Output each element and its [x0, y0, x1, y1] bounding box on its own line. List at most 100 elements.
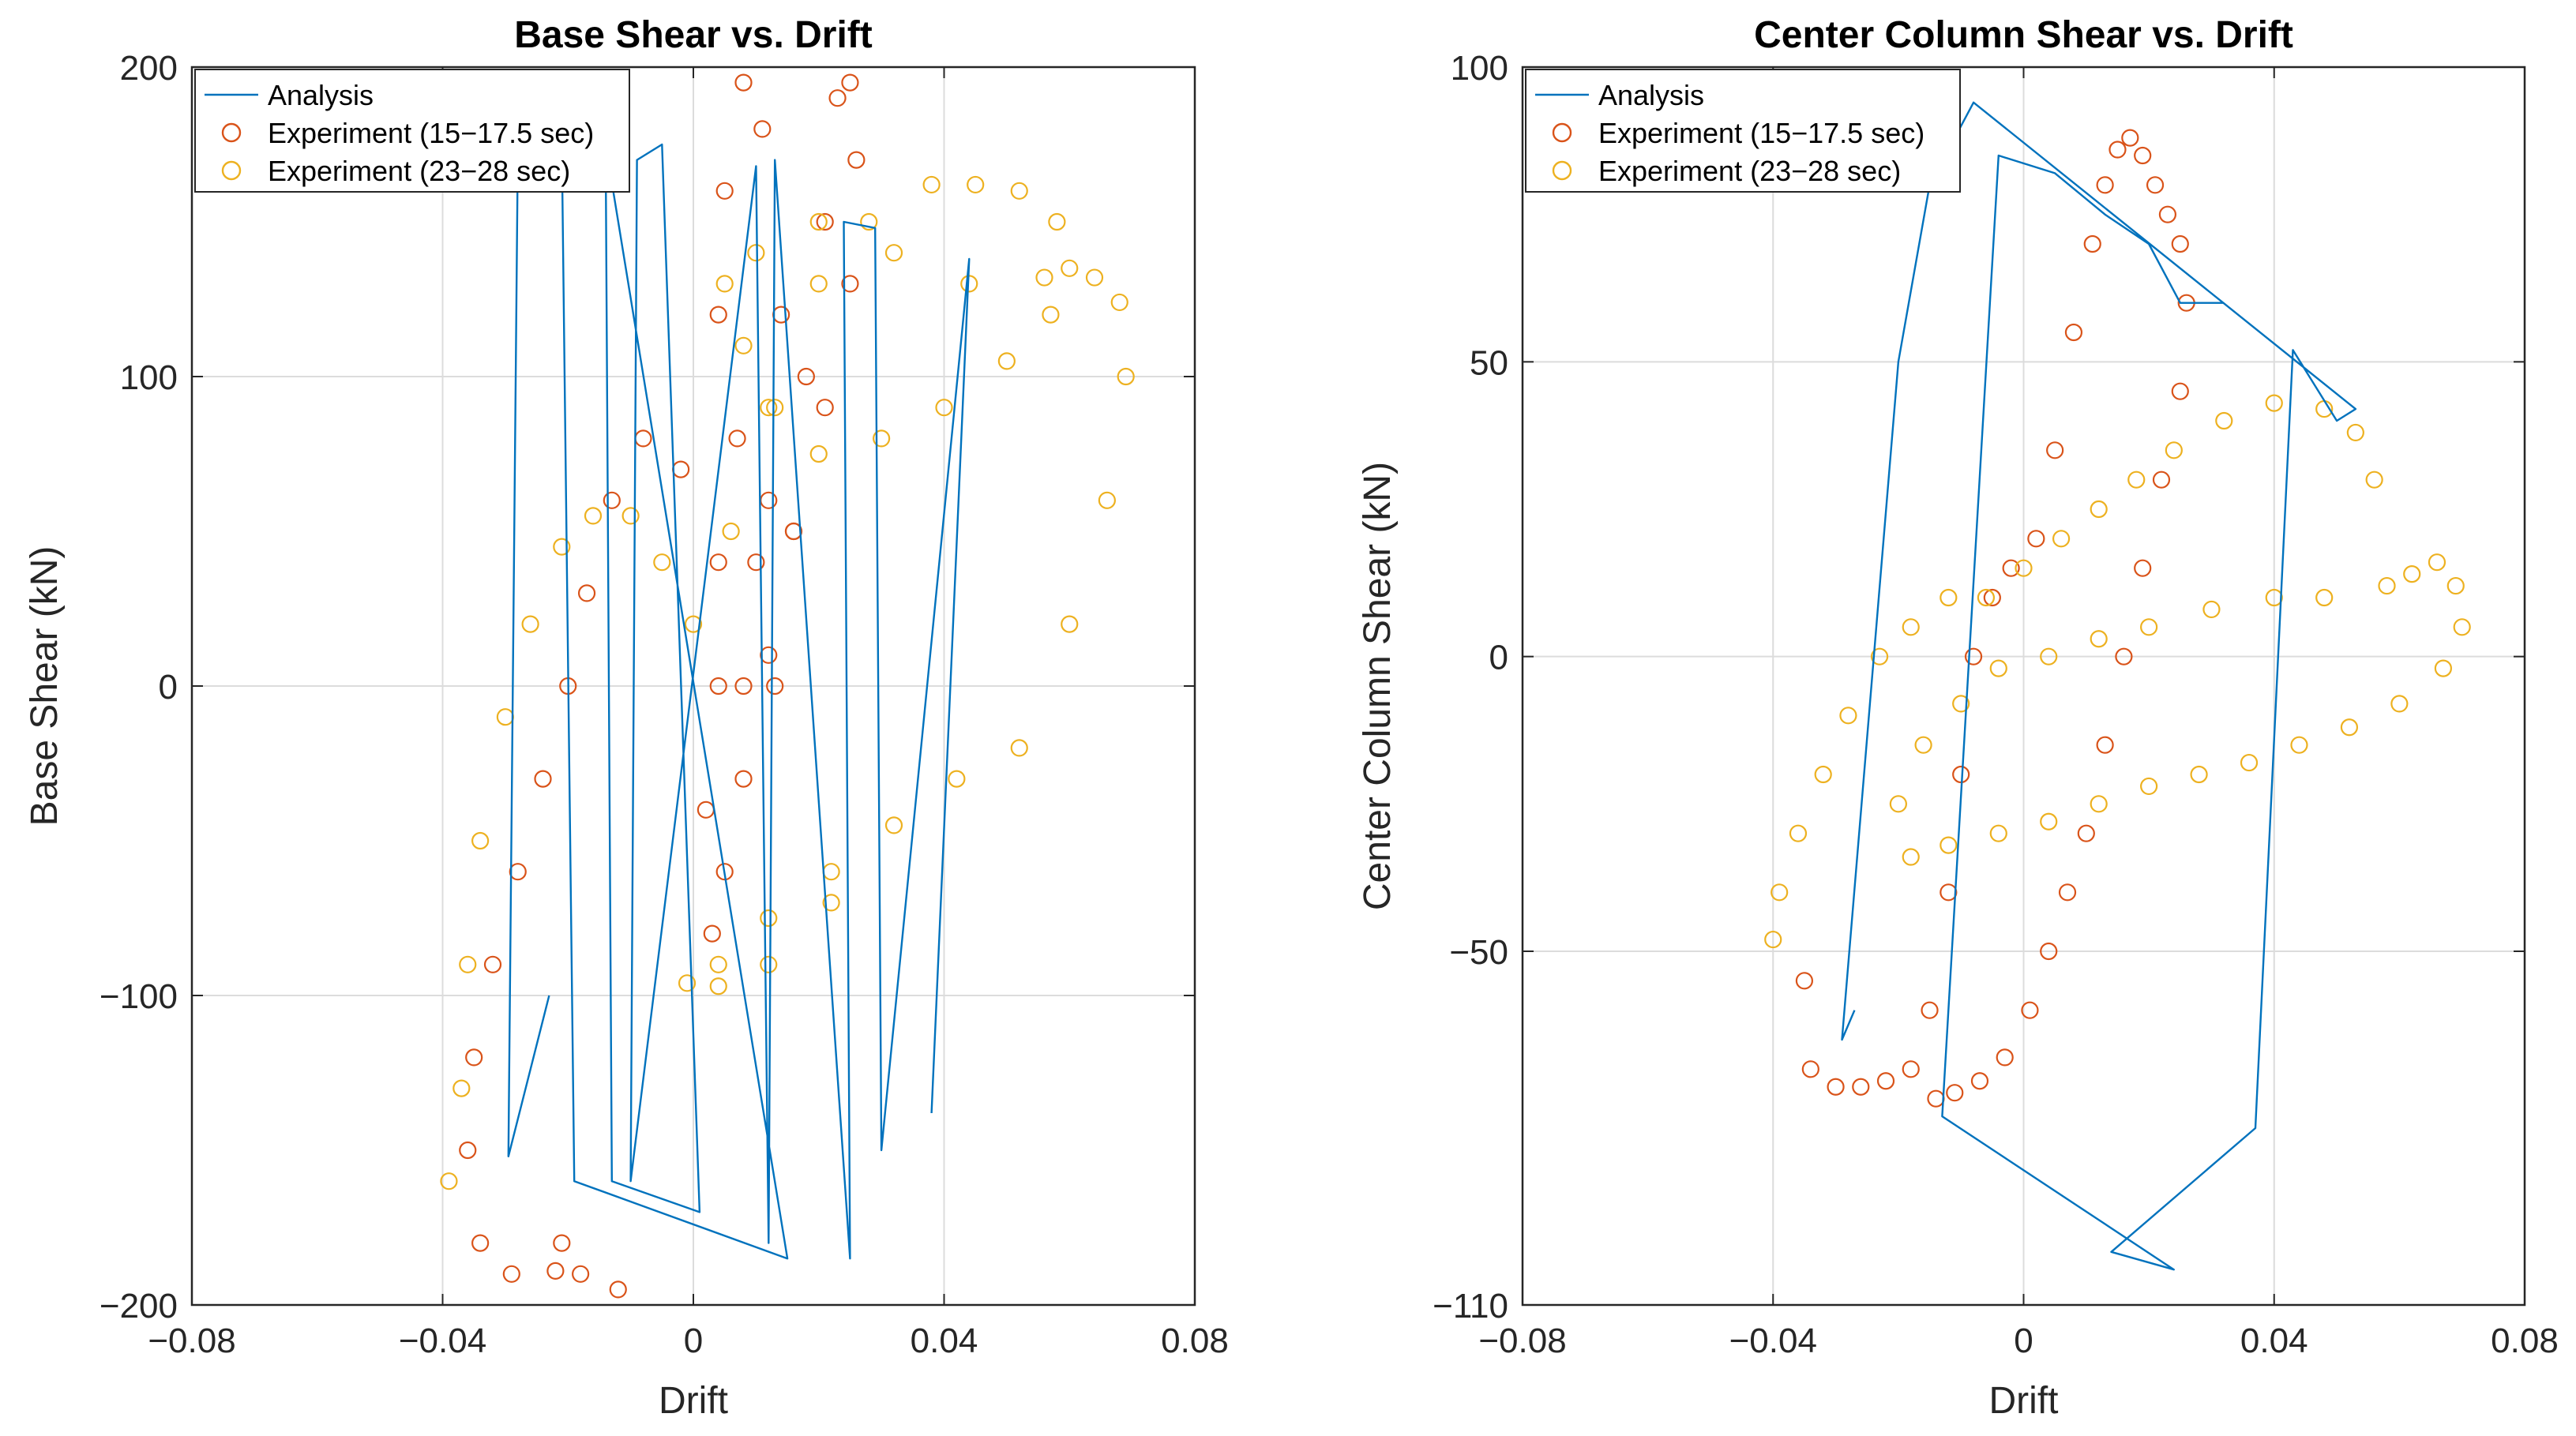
data-point	[1914, 736, 1932, 754]
data-point	[2403, 565, 2421, 583]
data-point	[2108, 141, 2127, 159]
data-point	[1921, 1001, 1939, 1019]
data-point	[2002, 559, 2020, 577]
legend-label: Experiment (15−17.5 sec)	[1598, 117, 1924, 149]
data-point	[2052, 530, 2071, 548]
data-point	[841, 275, 859, 293]
data-point	[709, 553, 727, 572]
data-point	[784, 522, 803, 541]
data-point	[483, 955, 502, 973]
y-tick-label: 100	[1451, 49, 1508, 88]
data-point	[2096, 176, 2114, 194]
data-point	[2090, 795, 2108, 813]
data-point	[1827, 1078, 1845, 1096]
data-point	[1870, 647, 1889, 666]
data-point	[577, 584, 596, 602]
data-point	[1117, 367, 1135, 386]
data-point	[816, 399, 834, 417]
data-point	[715, 182, 734, 200]
y-tick-label: 200	[120, 49, 178, 88]
data-point	[553, 1234, 571, 1252]
data-point	[2265, 394, 2283, 412]
data-point	[1801, 1060, 1819, 1078]
data-point	[1764, 930, 1782, 949]
data-point	[760, 646, 778, 664]
data-point	[2127, 471, 2146, 489]
data-point	[459, 955, 477, 973]
data-point	[1940, 836, 1958, 854]
data-point	[1970, 1072, 1989, 1090]
data-point	[760, 399, 778, 417]
y-tick-label: −100	[100, 977, 178, 1016]
data-point	[1010, 739, 1028, 757]
x-tick-label: 0	[684, 1322, 703, 1360]
data-point	[2140, 618, 2158, 636]
legend-marker-swatch	[221, 122, 242, 143]
data-point	[816, 212, 834, 231]
data-point	[2027, 530, 2045, 548]
data-point	[1061, 615, 1079, 633]
data-point	[809, 275, 828, 293]
legend-label: Experiment (23−28 sec)	[268, 155, 570, 187]
y-tick-label: −110	[1433, 1287, 1508, 1325]
x-axis-label: Drift	[659, 1380, 728, 1422]
data-point	[709, 977, 727, 995]
data-point	[653, 553, 671, 572]
chart-title: Base Shear vs. Drift	[514, 14, 873, 56]
data-point	[2021, 1001, 2039, 1019]
data-point	[967, 175, 985, 194]
data-point	[2365, 471, 2383, 489]
data-point	[2240, 753, 2259, 772]
data-point	[1989, 659, 2007, 677]
data-point	[2446, 576, 2465, 595]
data-point	[847, 151, 866, 169]
legend: Analysis Experiment (15−17.5 sec) Experime…	[194, 69, 630, 193]
data-point	[684, 615, 703, 633]
data-point	[1771, 883, 1789, 902]
data-point	[459, 1141, 477, 1160]
data-point	[1010, 182, 1028, 200]
data-point	[2090, 630, 2108, 648]
data-point	[621, 507, 640, 525]
data-point	[2378, 576, 2396, 595]
data-point	[1964, 647, 1983, 666]
y-tick-label: 100	[120, 358, 178, 397]
data-point	[2134, 559, 2152, 577]
data-point	[452, 1079, 471, 1097]
data-point	[2165, 441, 2183, 459]
legend-label: Analysis	[1598, 79, 1704, 111]
y-tick-label: −200	[100, 1287, 178, 1325]
data-point	[2134, 146, 2152, 165]
data-point	[1814, 765, 1832, 784]
data-point	[553, 538, 571, 556]
data-point	[709, 955, 727, 973]
data-point	[766, 399, 784, 417]
y-tick-label: −50	[1449, 933, 1508, 972]
legend-box	[1525, 69, 1961, 193]
data-point	[1789, 824, 1808, 842]
data-point	[760, 909, 778, 928]
data-point	[502, 1265, 520, 1283]
x-tick-label: −0.08	[148, 1322, 235, 1360]
data-point	[709, 677, 727, 696]
x-tick-label: 0.08	[1161, 1322, 1229, 1360]
data-point	[2077, 824, 2095, 842]
data-point	[2265, 588, 2283, 607]
x-axis-label: Drift	[1989, 1380, 2059, 1422]
x-tick-label: 0.08	[2491, 1322, 2559, 1360]
data-point	[1035, 268, 1053, 287]
data-point	[2202, 600, 2221, 619]
data-point	[1977, 588, 1996, 607]
data-layer	[440, 73, 1135, 1299]
x-tick-label: 0	[2014, 1322, 2033, 1360]
legend: Analysis Experiment (15−17.5 sec) Experime…	[1525, 69, 1961, 193]
data-point	[2158, 205, 2177, 223]
data-point	[1902, 618, 1920, 636]
data-point	[609, 1280, 627, 1299]
data-point	[709, 306, 727, 324]
data-point	[1876, 1072, 1895, 1090]
data-point	[2064, 323, 2083, 342]
data-point	[884, 244, 903, 262]
data-point	[1061, 259, 1079, 277]
data-point	[766, 677, 784, 696]
